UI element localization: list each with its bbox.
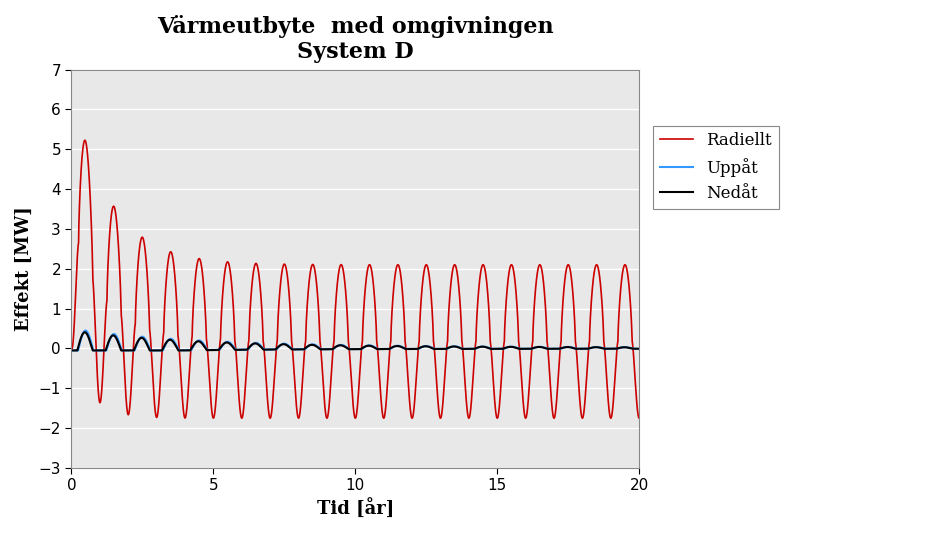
Radiellt — [402, 367, 413, 373]
Radiellt — [487, 364, 498, 370]
Uppåt — [272, 345, 283, 352]
Nedåt — [402, 346, 413, 352]
Uppåt — [634, 345, 645, 352]
Title: Värmeutbyte  med omgivningen
System D: Värmeutbyte med omgivningen System D — [157, 15, 554, 64]
Uppåt — [426, 344, 438, 351]
Uppåt — [65, 347, 77, 354]
Uppåt — [487, 345, 498, 352]
Nedåt — [634, 345, 645, 352]
Nedåt — [487, 345, 498, 352]
Radiellt — [80, 137, 91, 144]
Nedåt — [426, 345, 438, 351]
Line: Radiellt: Radiellt — [71, 140, 639, 418]
Nedåt — [95, 347, 106, 354]
Radiellt — [517, 393, 528, 399]
Uppåt — [95, 347, 106, 354]
Line: Uppåt: Uppåt — [71, 331, 639, 350]
Nedåt — [517, 345, 528, 352]
Radiellt — [426, 309, 438, 315]
Radiellt — [634, 415, 645, 421]
Radiellt — [95, 399, 106, 406]
Line: Nedåt: Nedåt — [71, 332, 639, 350]
Uppåt — [80, 327, 91, 334]
Legend: Radiellt, Uppåt, Nedåt: Radiellt, Uppåt, Nedåt — [653, 125, 778, 209]
Nedåt — [272, 345, 283, 351]
X-axis label: Tid [år]: Tid [år] — [316, 499, 394, 519]
Uppåt — [517, 345, 528, 352]
Radiellt — [65, 345, 77, 352]
Radiellt — [272, 339, 283, 345]
Nedåt — [80, 329, 91, 335]
Y-axis label: Effekt [MW]: Effekt [MW] — [15, 206, 33, 331]
Uppåt — [402, 346, 413, 352]
Nedåt — [65, 347, 77, 354]
